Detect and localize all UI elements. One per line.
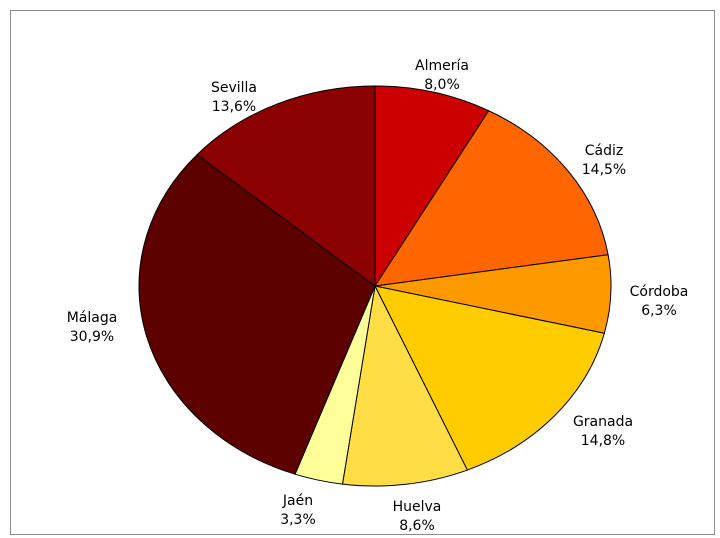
slice-value-cadiz: 14,5% xyxy=(582,162,626,178)
slice-value-sevilla: 13,6% xyxy=(212,99,256,115)
slice-value-cordoba: 6,3% xyxy=(641,303,677,319)
slice-label-malaga: Málaga xyxy=(67,310,118,326)
slice-label-granada: Granada xyxy=(573,414,633,430)
pie-slice-sevilla xyxy=(196,85,376,287)
slice-label-cordoba: Córdoba xyxy=(630,284,689,300)
pie-slice-malaga xyxy=(138,154,376,475)
pie-slice-huelva xyxy=(341,284,469,487)
slice-value-granada: 14,8% xyxy=(581,433,625,449)
slice-label-almeria: Almería xyxy=(415,58,469,74)
pie-slice-granada xyxy=(374,285,605,471)
slice-value-almeria: 8,0% xyxy=(424,77,460,93)
slice-label-huelva: Huelva xyxy=(393,499,442,515)
slice-label-cadiz: Cádiz xyxy=(585,143,623,159)
slice-label-sevilla: Sevilla xyxy=(211,80,257,96)
slice-value-malaga: 30,9% xyxy=(70,329,114,345)
slice-label-jaen: Jaén xyxy=(282,493,313,509)
pie-slice-almeria xyxy=(374,85,490,288)
slice-value-jaen: 3,3% xyxy=(280,512,316,528)
slice-value-huelva: 8,6% xyxy=(399,518,435,534)
pie-slice-cadiz xyxy=(373,110,609,287)
